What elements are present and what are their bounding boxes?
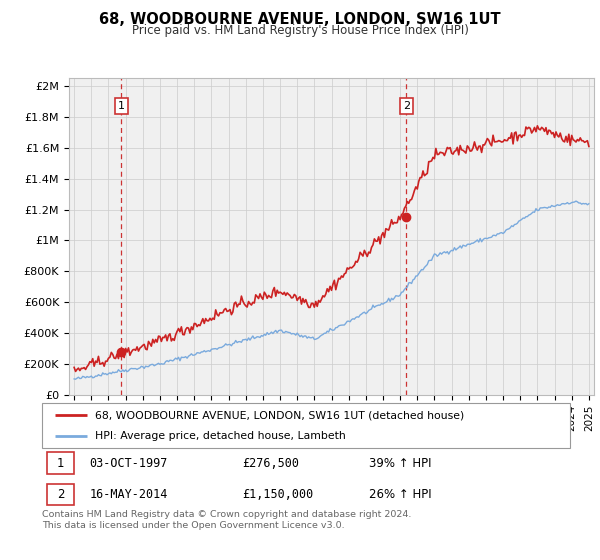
Text: £276,500: £276,500 <box>242 456 299 470</box>
Text: 2: 2 <box>57 488 64 501</box>
Text: 39% ↑ HPI: 39% ↑ HPI <box>370 456 432 470</box>
FancyBboxPatch shape <box>47 452 74 474</box>
Text: 68, WOODBOURNE AVENUE, LONDON, SW16 1UT: 68, WOODBOURNE AVENUE, LONDON, SW16 1UT <box>99 12 501 27</box>
Text: 1: 1 <box>57 456 64 470</box>
FancyBboxPatch shape <box>42 403 570 448</box>
Text: 1: 1 <box>118 101 125 111</box>
Text: 03-OCT-1997: 03-OCT-1997 <box>89 456 168 470</box>
Text: Contains HM Land Registry data © Crown copyright and database right 2024.
This d: Contains HM Land Registry data © Crown c… <box>42 510 412 530</box>
FancyBboxPatch shape <box>47 484 74 505</box>
Text: 26% ↑ HPI: 26% ↑ HPI <box>370 488 432 501</box>
Text: 68, WOODBOURNE AVENUE, LONDON, SW16 1UT (detached house): 68, WOODBOURNE AVENUE, LONDON, SW16 1UT … <box>95 410 464 421</box>
Text: 2: 2 <box>403 101 410 111</box>
Text: Price paid vs. HM Land Registry's House Price Index (HPI): Price paid vs. HM Land Registry's House … <box>131 24 469 37</box>
Text: HPI: Average price, detached house, Lambeth: HPI: Average price, detached house, Lamb… <box>95 431 346 441</box>
Text: 16-MAY-2014: 16-MAY-2014 <box>89 488 168 501</box>
Text: £1,150,000: £1,150,000 <box>242 488 314 501</box>
